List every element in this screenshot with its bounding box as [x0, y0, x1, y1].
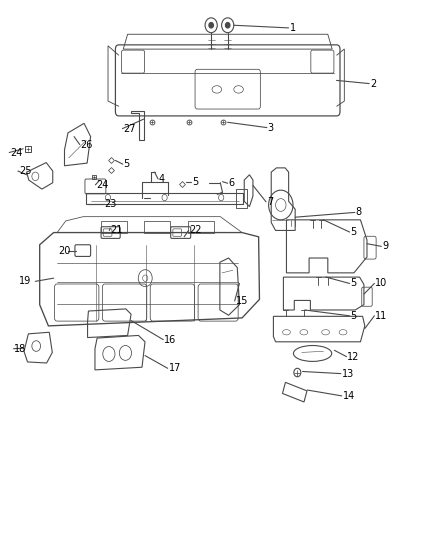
Text: 27: 27	[123, 124, 136, 134]
Text: 1: 1	[290, 23, 296, 33]
Text: 5: 5	[124, 159, 130, 169]
Text: 24: 24	[96, 180, 109, 190]
Text: 15: 15	[236, 296, 248, 306]
Text: 2: 2	[370, 78, 376, 88]
Text: 13: 13	[342, 369, 354, 378]
Text: 5: 5	[192, 176, 198, 187]
Text: 11: 11	[375, 311, 388, 321]
Circle shape	[226, 22, 230, 28]
Text: 3: 3	[268, 123, 274, 133]
Text: 16: 16	[164, 335, 177, 345]
Circle shape	[209, 22, 213, 28]
Text: 25: 25	[19, 166, 31, 176]
Text: 24: 24	[10, 148, 22, 158]
Text: 14: 14	[343, 391, 355, 401]
Text: 23: 23	[105, 199, 117, 209]
Text: 6: 6	[229, 178, 235, 188]
Text: 18: 18	[14, 344, 27, 354]
Text: 7: 7	[267, 197, 273, 207]
Text: 19: 19	[19, 276, 31, 286]
Bar	[237, 189, 247, 208]
Text: 12: 12	[347, 352, 360, 361]
Text: 10: 10	[375, 278, 388, 288]
Text: 17: 17	[169, 364, 181, 373]
Text: 22: 22	[189, 225, 202, 236]
Text: 5: 5	[350, 227, 357, 237]
Text: 5: 5	[350, 311, 357, 321]
Text: 26: 26	[81, 140, 93, 150]
Text: 9: 9	[382, 241, 389, 252]
Text: 4: 4	[159, 174, 165, 184]
Bar	[86, 193, 243, 204]
Text: 21: 21	[110, 225, 123, 236]
Text: 5: 5	[350, 278, 357, 288]
Text: 20: 20	[58, 246, 71, 256]
Text: 8: 8	[356, 207, 362, 217]
